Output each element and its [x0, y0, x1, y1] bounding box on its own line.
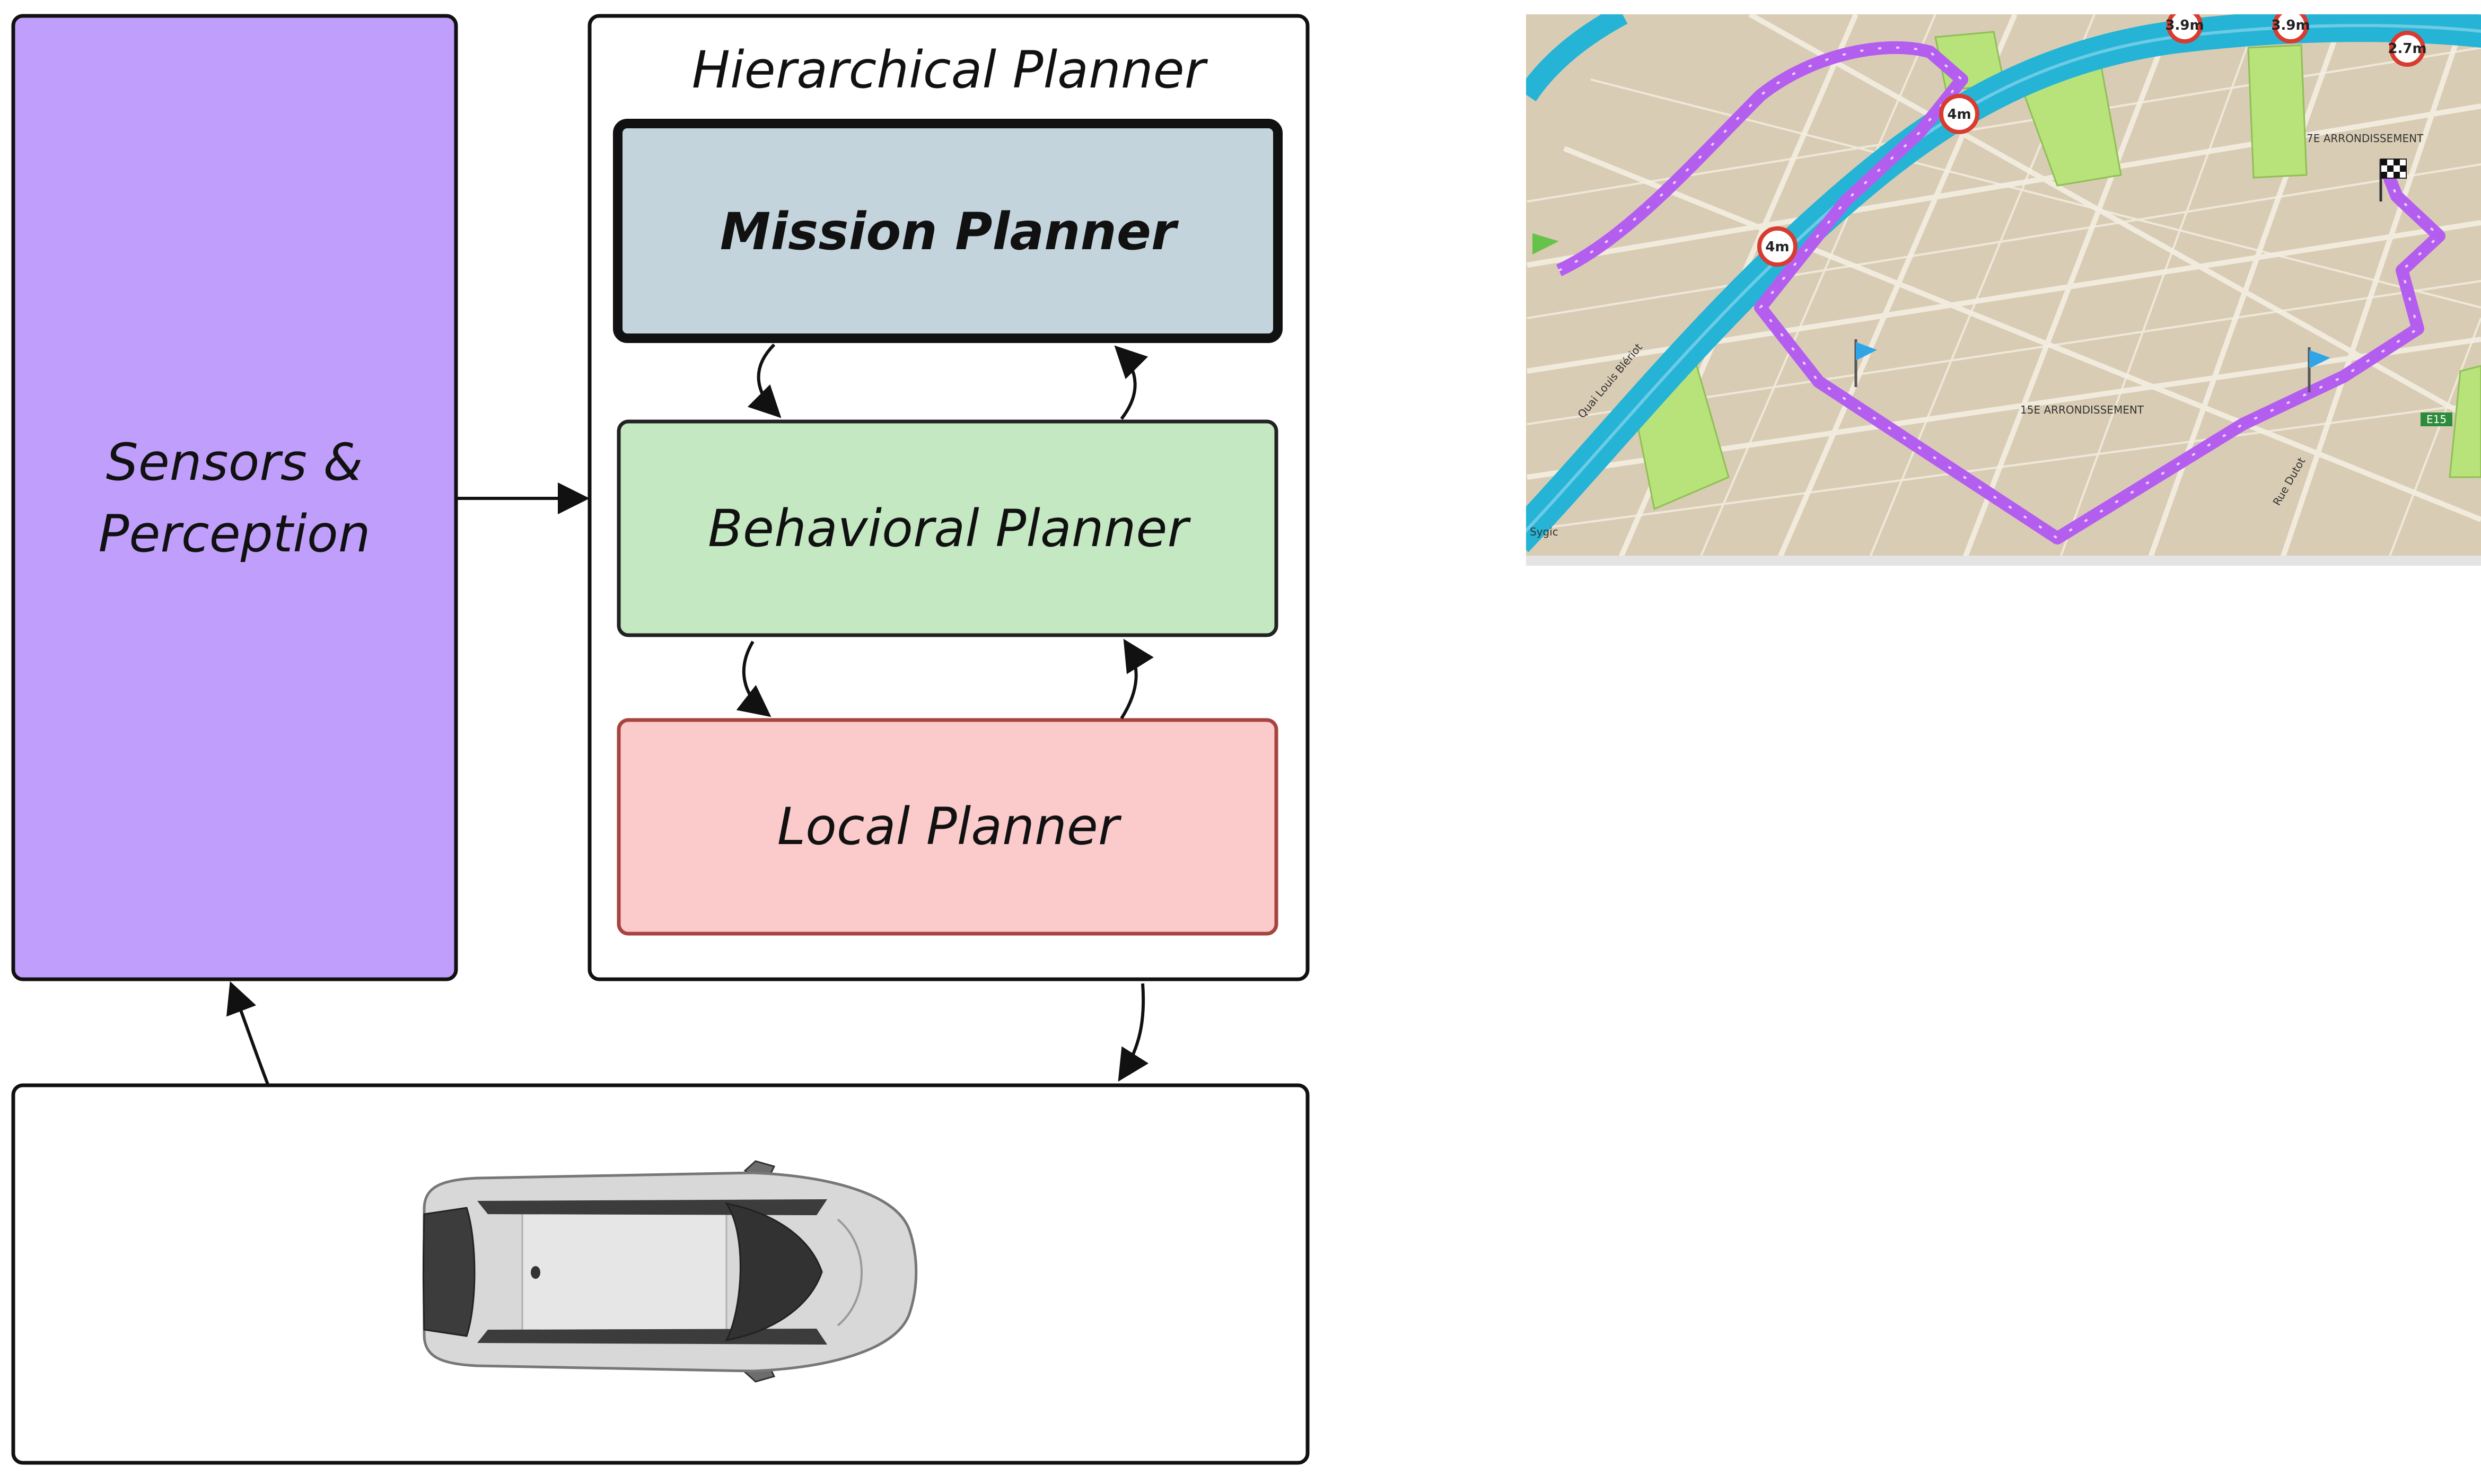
height-limit-sign-icon: 4m: [1939, 94, 1979, 134]
svg-text:2.7m: 2.7m: [2388, 41, 2426, 57]
road-code-badge: E15: [2421, 412, 2452, 426]
car-top-view-image: [423, 1160, 918, 1383]
svg-text:4m: 4m: [1765, 239, 1789, 255]
arrows: [226, 343, 1154, 1085]
map-corner-label: Sygic: [1530, 525, 1558, 538]
svg-text:3.9m: 3.9m: [2271, 17, 2310, 33]
svg-text:4m: 4m: [1947, 107, 1971, 122]
local-planner-box: [617, 718, 1278, 936]
arrow-local-to-behavioral: [1120, 638, 1154, 719]
sensors-label-line1: Sensors &: [106, 433, 363, 492]
local-planner-label: Local Planner: [777, 797, 1122, 856]
arrow-behavioral-to-mission: [1114, 345, 1149, 420]
start-flag-icon: [1532, 233, 1559, 254]
arrow-planner-to-vehicle: [1118, 983, 1149, 1082]
behavioral-planner-label: Behavioral Planner: [708, 499, 1191, 558]
finish-flag-icon: [2379, 159, 2407, 201]
hierarchical-planner-title: Hierarchical Planner: [692, 40, 1208, 100]
map-label-7e-arrondissement: 7E ARRONDISSEMENT: [2307, 132, 2424, 145]
route-map-image: 3.9m 3.9m 2.7m 4m 4m 7E ARRONDISSEMENT 1…: [1526, 14, 2481, 566]
height-limit-sign-icon: 4m: [1757, 226, 1798, 267]
height-limit-sign-icon: 2.7m: [2388, 31, 2427, 67]
sensors-perception-box: [11, 14, 458, 981]
height-limit-sign-icon: 3.9m: [2165, 14, 2204, 43]
map-label-15e-arrondissement: 15E ARRONDISSEMENT: [2020, 403, 2144, 416]
mission-planner-label: Mission Planner: [720, 202, 1179, 261]
svg-text:3.9m: 3.9m: [2165, 17, 2204, 33]
svg-text:E15: E15: [2426, 413, 2447, 426]
mission-planner-box: [613, 119, 1283, 343]
perception-label-line2: Perception: [98, 504, 370, 564]
arrow-vehicle-to-sensors: [226, 981, 269, 1085]
waypoint-flag-icon: [2308, 347, 2330, 392]
arrow-behavioral-to-local: [736, 640, 772, 717]
height-limit-sign-icon: 3.9m: [2271, 14, 2310, 43]
arrow-mission-to-behavioral: [747, 343, 782, 418]
waypoint-flag-icon: [1854, 339, 1877, 387]
behavioral-planner-box: [617, 419, 1278, 637]
